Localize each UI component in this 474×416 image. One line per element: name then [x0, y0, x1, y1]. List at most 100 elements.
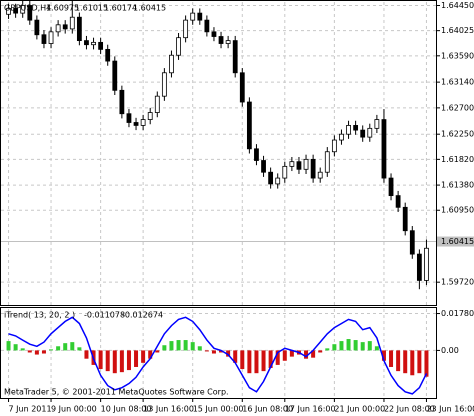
histogram-bar	[268, 350, 273, 369]
histogram-bar	[98, 350, 103, 370]
histogram-bar	[183, 340, 188, 351]
candle-body	[225, 40, 231, 44]
histogram-bar	[63, 343, 68, 351]
indicator-line	[8, 316, 428, 395]
candle-body	[27, 5, 33, 21]
candle-body	[310, 158, 316, 179]
histogram-bar	[226, 350, 231, 357]
histogram-bar	[261, 350, 266, 372]
candle-body	[395, 195, 401, 208]
candle-body	[324, 151, 330, 173]
candle-body	[282, 165, 288, 179]
candle-body	[317, 171, 323, 179]
indicator-value: -0.012674	[122, 311, 163, 320]
y-tick-label: 1.60950	[441, 206, 474, 215]
histogram-bar	[318, 350, 323, 353]
histogram-bar	[374, 346, 379, 351]
candle-body	[62, 24, 68, 30]
y-tick-label: 1.61820	[441, 155, 474, 164]
candle-body	[183, 19, 189, 39]
histogram-bar	[219, 350, 224, 353]
candle-body	[388, 177, 394, 197]
candle-body	[424, 247, 429, 281]
histogram-bar	[134, 350, 139, 367]
candle-body	[119, 89, 125, 115]
candle-body	[112, 60, 118, 91]
candle-body	[268, 171, 274, 185]
histogram-bar	[325, 348, 330, 351]
histogram-bar	[381, 350, 386, 361]
candle-body	[13, 8, 19, 14]
histogram-bar	[197, 346, 202, 351]
histogram-bar	[34, 350, 39, 355]
histogram-bar	[396, 350, 401, 372]
candle-body	[176, 37, 181, 56]
histogram-bar	[126, 350, 131, 371]
candle-body	[289, 161, 295, 167]
histogram-bar	[190, 342, 195, 351]
x-tick-label: 7 Jun 2011	[9, 405, 52, 414]
x-tick-label: 17 Jun 16:00	[285, 405, 336, 414]
histogram-bar	[339, 341, 344, 351]
candle-body	[232, 40, 238, 74]
histogram-bar	[27, 350, 32, 353]
histogram-bar	[346, 339, 351, 351]
histogram-bar	[148, 350, 153, 359]
histogram-bar	[304, 350, 309, 359]
y-tick-label: 1.59720	[441, 278, 474, 287]
candle-body	[161, 72, 167, 97]
candle-body	[34, 19, 40, 36]
plot	[6, 0, 429, 395]
histogram-bar	[70, 342, 75, 351]
histogram-bar	[247, 350, 252, 374]
symbol-title: GBPUSD,H4	[4, 4, 51, 13]
histogram-bar	[6, 341, 11, 351]
candle-body	[6, 8, 11, 15]
candle-body	[246, 101, 252, 150]
histogram-bar	[282, 350, 287, 361]
y-tick-label: 1.63140	[441, 78, 474, 87]
histogram-bar	[389, 350, 394, 367]
indicator-title: iTrend( 13, 20, 2 )	[4, 311, 75, 320]
histogram-bar	[56, 346, 61, 351]
histogram-bar	[417, 350, 422, 374]
candle-body	[140, 119, 146, 126]
ohlc-value: 1.61015	[75, 4, 108, 13]
candle-body	[296, 161, 302, 170]
histogram-bar	[169, 341, 174, 351]
y-tick-label: 1.61380	[441, 181, 474, 190]
candle-body	[381, 119, 387, 179]
histogram-bar	[424, 350, 429, 377]
x-tick-label: 10 Jun 08:00	[101, 405, 152, 414]
histogram-bar	[332, 344, 337, 351]
histogram-bar	[20, 348, 25, 351]
candle-body	[147, 112, 153, 120]
y-tick-label: 0.017804	[441, 309, 474, 318]
y-tick-label: 0.00	[441, 346, 459, 355]
current-price-label: 1.60415	[441, 237, 474, 246]
histogram-bar	[311, 350, 316, 358]
histogram-bar	[176, 340, 181, 351]
histogram-bar	[41, 350, 46, 354]
indicator-value: -0.011078	[84, 311, 125, 320]
candle-body	[76, 16, 82, 42]
histogram-bar	[353, 340, 358, 351]
candle-body	[55, 24, 61, 33]
x-tick-label: 21 Jun 00:00	[334, 405, 385, 414]
candle-body	[339, 133, 344, 141]
y-tick-label: 1.62700	[441, 103, 474, 112]
histogram-bar	[13, 344, 18, 351]
histogram-bar	[84, 350, 89, 359]
candle-body	[261, 160, 266, 173]
y-tick-label: 1.64025	[441, 26, 474, 35]
candle-body	[239, 72, 245, 103]
candle-body	[197, 12, 203, 21]
candle-body	[190, 12, 196, 21]
histogram-bar	[141, 350, 146, 363]
candle-body	[409, 230, 415, 255]
y-tick-label: 1.64450	[441, 1, 474, 10]
candle-body	[275, 177, 281, 185]
histogram-bar	[105, 350, 110, 372]
candle-body	[367, 127, 373, 138]
